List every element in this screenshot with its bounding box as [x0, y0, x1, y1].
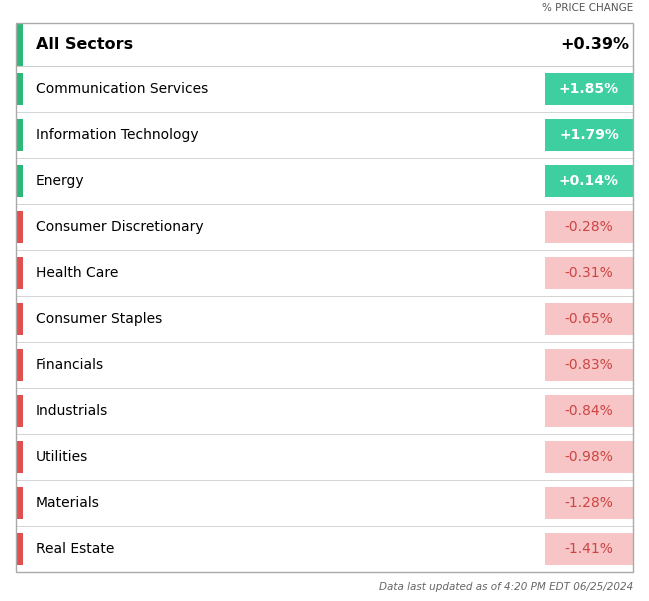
Bar — [545, 119, 633, 151]
Bar — [16, 23, 633, 66]
Bar — [545, 395, 633, 427]
Bar — [545, 487, 633, 519]
Bar — [545, 165, 633, 197]
Bar — [16, 204, 633, 250]
Bar — [16, 434, 633, 480]
Bar — [16, 526, 633, 572]
Text: -0.31%: -0.31% — [565, 266, 613, 280]
Text: -1.41%: -1.41% — [565, 542, 613, 557]
Text: +1.85%: +1.85% — [559, 82, 619, 96]
Text: -0.84%: -0.84% — [565, 404, 613, 418]
Bar — [545, 73, 633, 105]
Text: Consumer Discretionary: Consumer Discretionary — [36, 220, 203, 234]
Text: -0.28%: -0.28% — [565, 220, 613, 234]
Text: -0.65%: -0.65% — [565, 312, 613, 326]
Bar — [16, 211, 23, 243]
Text: +0.39%: +0.39% — [561, 37, 630, 52]
Bar — [16, 112, 633, 158]
Bar — [16, 533, 23, 566]
Text: Data last updated as of 4:20 PM EDT 06/25/2024: Data last updated as of 4:20 PM EDT 06/2… — [378, 582, 633, 591]
Text: Industrials: Industrials — [36, 404, 108, 418]
Bar — [545, 349, 633, 381]
Bar — [16, 165, 23, 197]
Text: -1.28%: -1.28% — [565, 496, 613, 510]
Bar — [545, 441, 633, 474]
Text: Health Care: Health Care — [36, 266, 118, 280]
Text: % PRICE CHANGE: % PRICE CHANGE — [541, 3, 633, 13]
Bar — [16, 388, 633, 434]
Text: -0.83%: -0.83% — [565, 358, 613, 372]
Bar — [16, 395, 23, 427]
Text: Materials: Materials — [36, 496, 99, 510]
Text: -0.98%: -0.98% — [565, 450, 613, 464]
Bar — [16, 257, 23, 289]
Bar — [16, 487, 23, 519]
Bar — [545, 533, 633, 566]
Bar — [545, 211, 633, 243]
Bar — [16, 23, 23, 66]
Bar — [16, 119, 23, 151]
Bar — [16, 303, 23, 335]
Text: Consumer Staples: Consumer Staples — [36, 312, 162, 326]
Bar — [16, 441, 23, 474]
Bar — [16, 480, 633, 526]
Text: +0.14%: +0.14% — [559, 174, 619, 188]
Bar — [16, 250, 633, 296]
Bar — [545, 303, 633, 335]
Bar — [16, 349, 23, 381]
Text: Real Estate: Real Estate — [36, 542, 114, 557]
Text: Utilities: Utilities — [36, 450, 88, 464]
Bar — [16, 296, 633, 342]
Bar — [16, 158, 633, 204]
Text: All Sectors: All Sectors — [36, 37, 133, 52]
Text: Communication Services: Communication Services — [36, 82, 208, 96]
Bar — [16, 342, 633, 388]
Bar — [16, 73, 23, 105]
Text: Energy: Energy — [36, 174, 84, 188]
Text: +1.79%: +1.79% — [559, 128, 619, 142]
Bar — [545, 257, 633, 289]
Text: Financials: Financials — [36, 358, 104, 372]
Text: Information Technology: Information Technology — [36, 128, 199, 142]
Bar — [16, 66, 633, 112]
